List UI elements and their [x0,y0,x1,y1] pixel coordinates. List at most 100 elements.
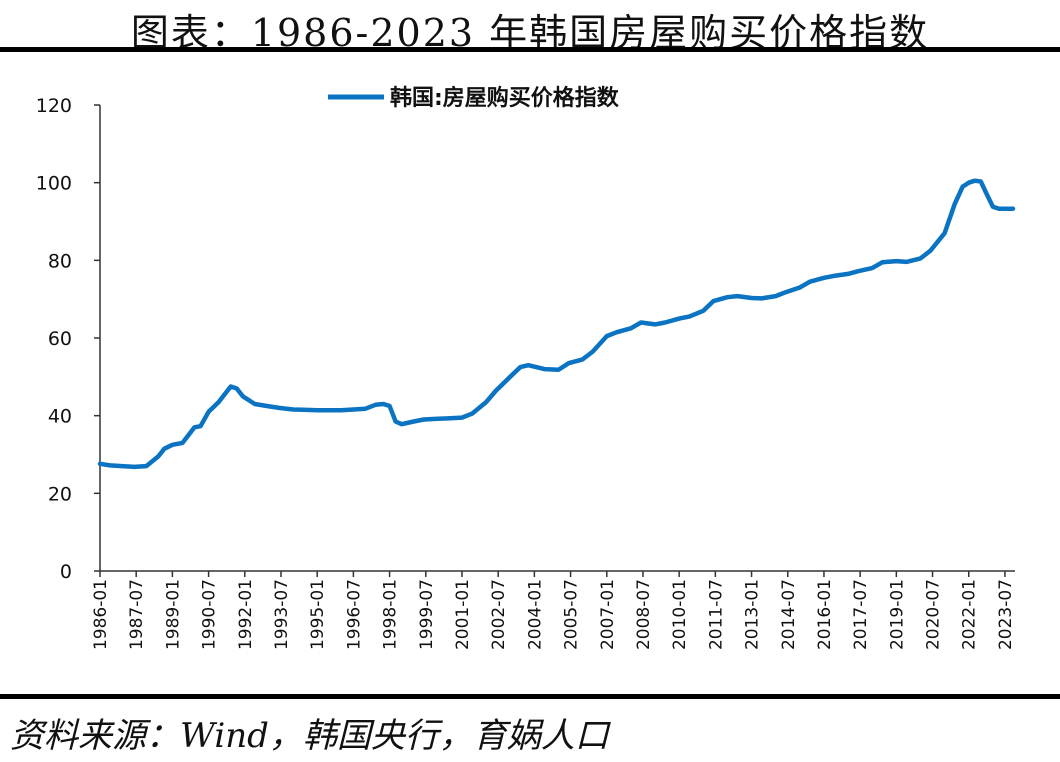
data-point [133,466,135,468]
data-point [461,416,463,419]
x-tick-label: 2013-01 [743,579,763,650]
data-point [630,327,632,330]
x-tick-label: 1990-07 [200,579,220,650]
x-tick-label: 2002-07 [489,579,509,650]
data-point [121,465,123,467]
x-tick-label: 1989-01 [163,579,183,650]
x-tick-label: 1992-01 [236,579,256,650]
data-point [809,280,811,283]
data-point [181,442,184,444]
data-point [145,465,148,467]
x-tick-label: 1999-07 [417,579,437,650]
data-point [784,291,787,294]
data-point [847,273,849,275]
x-tick-label: 2022-01 [960,579,980,650]
data-point [943,232,946,234]
data-point [640,321,642,324]
data-point [654,323,656,326]
data-point [567,362,570,365]
y-axis-ticks: 0 20 40 60 80 100 120 [36,95,100,583]
data-point [394,420,397,423]
data-point [1012,207,1014,210]
y-tick-label: 120 [36,95,72,117]
x-tick-label: 2020-07 [924,579,944,650]
data-point [242,395,244,398]
data-point [471,412,473,415]
data-point [750,297,753,299]
data-point [340,409,343,412]
data-point [606,335,608,337]
y-tick-label: 0 [60,561,72,583]
legend-label: 韩国:房屋购买价格指数 [390,85,620,111]
data-point [980,180,982,183]
data-point [302,409,304,411]
data-point [278,407,280,409]
data-point [1004,207,1006,210]
data-point [953,203,956,205]
data-point [374,404,377,406]
data-point [109,464,111,467]
y-tick-label: 100 [36,173,72,195]
data-point [382,403,385,405]
data-point [857,270,859,273]
x-tick-label: 2023-07 [996,579,1016,650]
bottom-rule [0,694,1060,699]
data-point [437,418,439,420]
data-point [388,405,391,407]
data-point [193,426,196,429]
x-tick-label: 1987-07 [127,579,147,650]
data-point [736,295,739,297]
line-chart: 0 20 40 60 80 100 120 1986-01 1987-07 1989-01 199… [36,85,1016,650]
data-point [702,310,705,312]
data-point [266,405,268,407]
data-point [688,315,690,318]
data-point [543,368,546,370]
data-point [919,257,922,260]
x-tick-label: 1993-07 [272,579,292,650]
data-point [581,358,584,361]
y-tick-label: 20 [48,483,72,505]
x-tick-label: 2017-07 [851,579,871,650]
data-point [412,420,415,423]
series-line [97,178,1016,470]
data-point [967,181,970,184]
chart-axes [99,105,1015,572]
data-point [527,364,530,367]
x-axis-ticks: 1986-01 1987-07 1989-01 1990-07 1992-01 1993-… [91,571,1016,650]
y-tick-label: 60 [48,328,72,350]
x-tick-label: 1995-01 [308,579,328,650]
x-tick-label: 2014-07 [779,579,799,650]
data-point [229,385,232,388]
chart-legend: 韩国:房屋购买价格指数 [328,85,620,111]
data-point [423,418,425,421]
data-point [254,403,256,405]
data-point [664,321,666,324]
data-point [871,267,873,269]
data-point [726,296,729,299]
series-lines [97,178,1016,470]
x-tick-label: 2016-01 [815,579,835,650]
data-point [163,447,166,450]
y-tick-label: 80 [48,250,72,272]
data-point [961,185,964,188]
data-point [986,193,988,196]
data-point [557,369,560,371]
y-tick-label: 40 [48,406,72,428]
data-point [774,295,777,297]
data-point [881,261,884,264]
x-tick-label: 2001-01 [453,579,473,650]
x-tick-label: 2010-01 [670,579,690,650]
data-point [99,463,101,465]
data-point [905,261,908,263]
data-point [519,366,522,368]
data-point [929,249,932,252]
data-point [678,317,680,320]
source-note: 资料来源：Wind，韩国央行，育娲人口 [10,716,609,756]
data-point [171,444,174,446]
x-tick-label: 2011-07 [706,579,726,650]
data-point [974,179,976,182]
data-point [217,401,220,403]
data-point [509,376,512,378]
x-tick-label: 2005-07 [562,579,582,650]
data-point [799,286,801,289]
